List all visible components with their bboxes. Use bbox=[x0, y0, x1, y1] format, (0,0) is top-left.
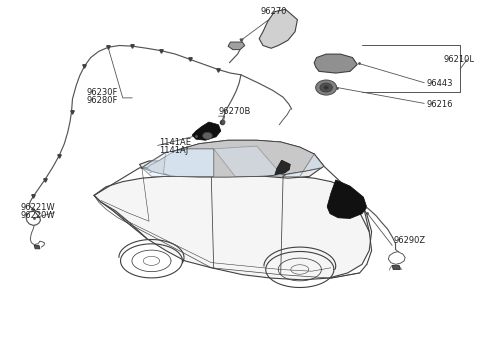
Polygon shape bbox=[327, 180, 367, 218]
Text: 96210L: 96210L bbox=[444, 55, 475, 64]
Text: 96280F: 96280F bbox=[87, 96, 118, 105]
Text: 1141AJ: 1141AJ bbox=[158, 146, 188, 155]
Text: 96290Z: 96290Z bbox=[393, 236, 425, 245]
Circle shape bbox=[203, 132, 212, 139]
Polygon shape bbox=[259, 9, 298, 48]
Polygon shape bbox=[275, 160, 290, 175]
Polygon shape bbox=[228, 42, 245, 49]
Polygon shape bbox=[283, 154, 324, 176]
Text: 96221W: 96221W bbox=[21, 203, 55, 212]
Polygon shape bbox=[140, 140, 324, 178]
Polygon shape bbox=[94, 176, 372, 280]
Polygon shape bbox=[192, 122, 221, 140]
Circle shape bbox=[320, 83, 332, 92]
Circle shape bbox=[324, 86, 328, 89]
Polygon shape bbox=[214, 146, 283, 176]
Text: 96216: 96216 bbox=[427, 100, 453, 109]
Text: 96270: 96270 bbox=[260, 7, 287, 16]
Polygon shape bbox=[34, 245, 40, 249]
Text: 96443: 96443 bbox=[427, 79, 453, 88]
Text: 96230F: 96230F bbox=[87, 88, 118, 97]
Polygon shape bbox=[314, 54, 357, 73]
Text: 96270B: 96270B bbox=[218, 107, 251, 116]
Polygon shape bbox=[163, 149, 214, 176]
Polygon shape bbox=[147, 140, 324, 177]
Text: 96220W: 96220W bbox=[21, 210, 55, 219]
Circle shape bbox=[316, 80, 336, 95]
Polygon shape bbox=[392, 265, 400, 270]
Polygon shape bbox=[142, 149, 214, 176]
Text: 1141AE: 1141AE bbox=[158, 138, 191, 147]
